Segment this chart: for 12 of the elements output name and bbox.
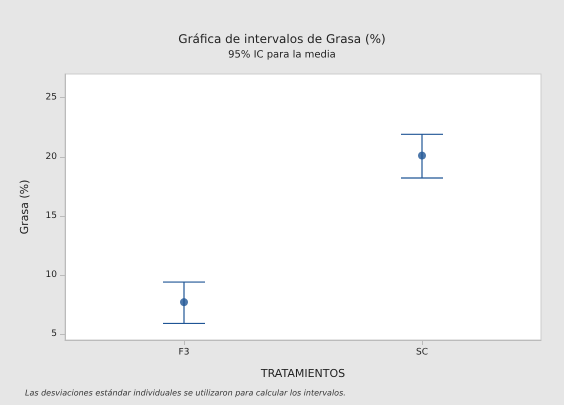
x-tick-label: F3 <box>178 348 190 358</box>
y-tick-label: 25 <box>46 92 57 103</box>
chart-subtitle: 95% IC para la media <box>228 50 336 60</box>
y-tick-label: 15 <box>46 210 57 221</box>
y-tick-label: 5 <box>51 329 57 340</box>
y-axis-title: Grasa (%) <box>18 180 31 234</box>
x-tick-label: SC <box>416 348 428 358</box>
text: Las desviaciones estándar individuales se utilizaron para calcular los intervalos. <box>25 388 346 398</box>
x-axis-title: TRATAMIENTOS <box>260 367 346 380</box>
y-tick-label: 20 <box>46 152 58 162</box>
y-tick-label: 10 <box>46 270 58 280</box>
chart-title: Gráfica de intervalos de Grasa (%) <box>178 32 386 46</box>
